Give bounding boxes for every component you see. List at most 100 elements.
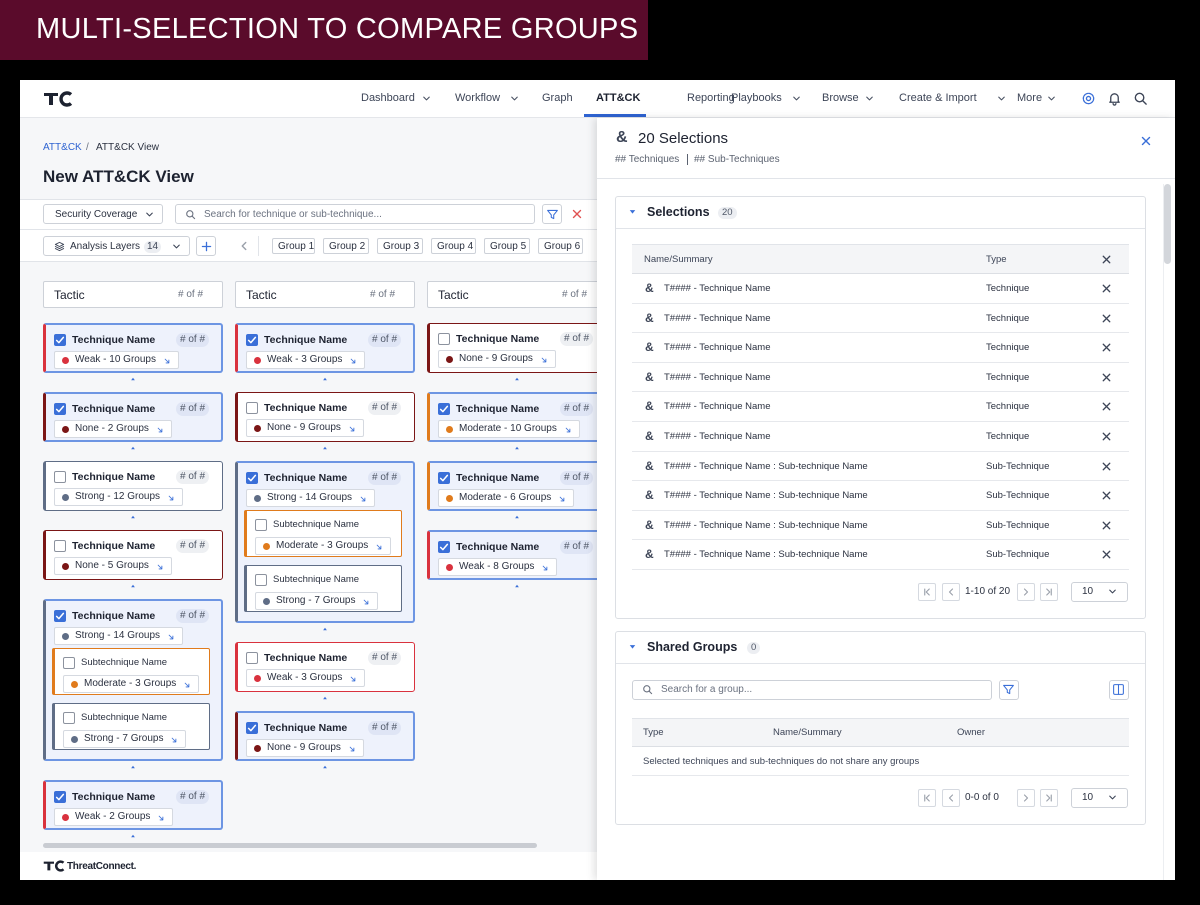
pager-button[interactable]	[1017, 583, 1035, 601]
x-icon[interactable]	[1100, 282, 1113, 295]
group-chip[interactable]: Group 5	[484, 238, 530, 254]
checkbox[interactable]	[246, 722, 258, 734]
checkbox[interactable]	[54, 610, 66, 622]
technique-card[interactable]: Technique Name # of # None - 2 Groups	[43, 392, 223, 442]
x-icon[interactable]	[1100, 341, 1113, 354]
group-chip[interactable]: Group 4	[431, 238, 476, 254]
checkbox[interactable]	[246, 472, 258, 484]
checkbox[interactable]	[438, 541, 450, 553]
technique-card[interactable]: Technique Name # of # Strong - 12 Groups	[43, 461, 223, 511]
nav-item[interactable]: Reporting	[687, 92, 735, 104]
coverage-chip[interactable]: Moderate - 3 Groups	[63, 675, 200, 693]
coverage-chip[interactable]: None - 5 Groups	[54, 557, 172, 575]
pager-button[interactable]	[942, 789, 960, 807]
gear-icon[interactable]	[1081, 91, 1096, 106]
technique-card[interactable]: Technique Name # of # Moderate - 6 Groups	[427, 461, 607, 511]
coverage-chip[interactable]: None - 9 Groups	[438, 350, 556, 368]
subtechnique-card[interactable]: Subtechnique Name Strong - 7 Groups	[52, 703, 210, 750]
caretDown-icon[interactable]	[627, 206, 638, 217]
x-icon[interactable]	[1100, 400, 1113, 413]
checkbox[interactable]	[54, 334, 66, 346]
checkbox[interactable]	[63, 657, 75, 669]
nav-item[interactable]: Workflow	[455, 92, 501, 104]
technique-card[interactable]: Technique Name # of # Strong - 14 Groups Su…	[235, 461, 415, 623]
pager-button[interactable]	[918, 583, 936, 601]
technique-card[interactable]: Technique Name # of # None - 9 Groups	[235, 392, 415, 442]
search-icon[interactable]	[1133, 91, 1148, 106]
coverage-chip[interactable]: Moderate - 10 Groups	[438, 420, 580, 438]
checkbox[interactable]	[246, 402, 258, 414]
coverage-chip[interactable]: Moderate - 3 Groups	[255, 537, 392, 555]
checkbox[interactable]	[438, 472, 450, 484]
pager-button[interactable]	[1040, 789, 1058, 807]
checkbox[interactable]	[54, 403, 66, 415]
analysis-layers-select[interactable]: Analysis Layers 14	[43, 236, 190, 256]
coverage-chip[interactable]: Weak - 8 Groups	[438, 558, 558, 576]
technique-card[interactable]: Technique Name # of # Weak - 2 Groups	[43, 780, 223, 830]
technique-card[interactable]: Technique Name # of # Moderate - 10 Groups	[427, 392, 607, 442]
checkbox[interactable]	[438, 333, 450, 345]
group-chip[interactable]: Group 2	[323, 238, 369, 254]
checkbox[interactable]	[54, 471, 66, 483]
x-icon[interactable]	[1100, 312, 1113, 325]
add-layer-button[interactable]	[196, 236, 216, 256]
coverage-chip[interactable]: Weak - 10 Groups	[54, 351, 179, 369]
columns-button[interactable]	[1109, 680, 1129, 700]
checkbox[interactable]	[246, 334, 258, 346]
group-chip[interactable]: Group 1	[272, 238, 315, 254]
technique-card[interactable]: Technique Name # of # Weak - 3 Groups	[235, 323, 415, 373]
x-icon[interactable]	[1100, 253, 1113, 266]
nav-item[interactable]: ATT&CK	[596, 92, 641, 104]
x-icon[interactable]	[1100, 460, 1113, 473]
x-icon[interactable]	[1100, 489, 1113, 502]
coverage-chip[interactable]: Strong - 14 Groups	[54, 627, 184, 645]
page-size-select[interactable]	[1071, 582, 1128, 602]
pager-button[interactable]	[918, 789, 936, 807]
x-icon[interactable]	[570, 207, 584, 221]
bell-icon[interactable]	[1107, 91, 1122, 106]
subtechnique-card[interactable]: Subtechnique Name Moderate - 3 Groups	[244, 510, 402, 557]
technique-card[interactable]: Technique Name # of # Weak - 8 Groups	[427, 530, 607, 580]
page-size-select[interactable]	[1071, 788, 1128, 808]
checkbox[interactable]	[246, 652, 258, 664]
subtechnique-card[interactable]: Subtechnique Name Moderate - 3 Groups	[52, 648, 210, 695]
technique-card[interactable]: Technique Name # of # Weak - 10 Groups	[43, 323, 223, 373]
group-chip[interactable]: Group 6	[538, 238, 583, 254]
group-filter-button[interactable]	[999, 680, 1019, 700]
caretDown-icon[interactable]	[627, 641, 638, 652]
technique-search[interactable]: Search for technique or sub-technique...	[175, 204, 535, 224]
coverage-chip[interactable]: Strong - 7 Groups	[63, 730, 187, 748]
technique-card[interactable]: Technique Name # of # None - 9 Groups	[235, 711, 415, 761]
technique-card[interactable]: Technique Name # of # None - 9 Groups	[427, 323, 607, 373]
coverage-chip[interactable]: Strong - 7 Groups	[255, 592, 379, 610]
nav-item[interactable]: Dashboard	[361, 92, 415, 104]
nav-item[interactable]: Graph	[542, 92, 573, 104]
technique-card[interactable]: Technique Name # of # Weak - 3 Groups	[235, 642, 415, 692]
coverage-chip[interactable]: Weak - 3 Groups	[246, 669, 366, 687]
x-icon[interactable]	[1139, 134, 1153, 148]
coverage-chip[interactable]: Weak - 2 Groups	[54, 808, 174, 826]
checkbox[interactable]	[255, 519, 267, 531]
checkbox[interactable]	[54, 540, 66, 552]
technique-card[interactable]: Technique Name # of # None - 5 Groups	[43, 530, 223, 580]
checkbox[interactable]	[438, 403, 450, 415]
x-icon[interactable]	[1100, 371, 1113, 384]
nav-item[interactable]: Playbooks	[731, 92, 782, 104]
checkbox[interactable]	[255, 574, 267, 586]
coverage-chip[interactable]: None - 9 Groups	[246, 739, 364, 757]
coverage-select[interactable]: Security Coverage	[43, 204, 163, 224]
checkbox[interactable]	[63, 712, 75, 724]
coverage-chip[interactable]: Weak - 3 Groups	[246, 351, 366, 369]
logo[interactable]	[43, 91, 73, 107]
x-icon[interactable]	[1100, 519, 1113, 532]
group-search[interactable]	[632, 680, 992, 700]
left-icon[interactable]	[237, 239, 251, 253]
nav-item[interactable]: More	[1017, 92, 1043, 104]
nav-item[interactable]: Browse	[822, 92, 859, 104]
coverage-chip[interactable]: Moderate - 6 Groups	[438, 489, 575, 507]
subtechnique-card[interactable]: Subtechnique Name Strong - 7 Groups	[244, 565, 402, 612]
coverage-chip[interactable]: None - 9 Groups	[246, 419, 364, 437]
nav-item[interactable]: Create & Import	[899, 92, 977, 104]
pager-button[interactable]	[1017, 789, 1035, 807]
filter-button[interactable]	[542, 204, 562, 224]
